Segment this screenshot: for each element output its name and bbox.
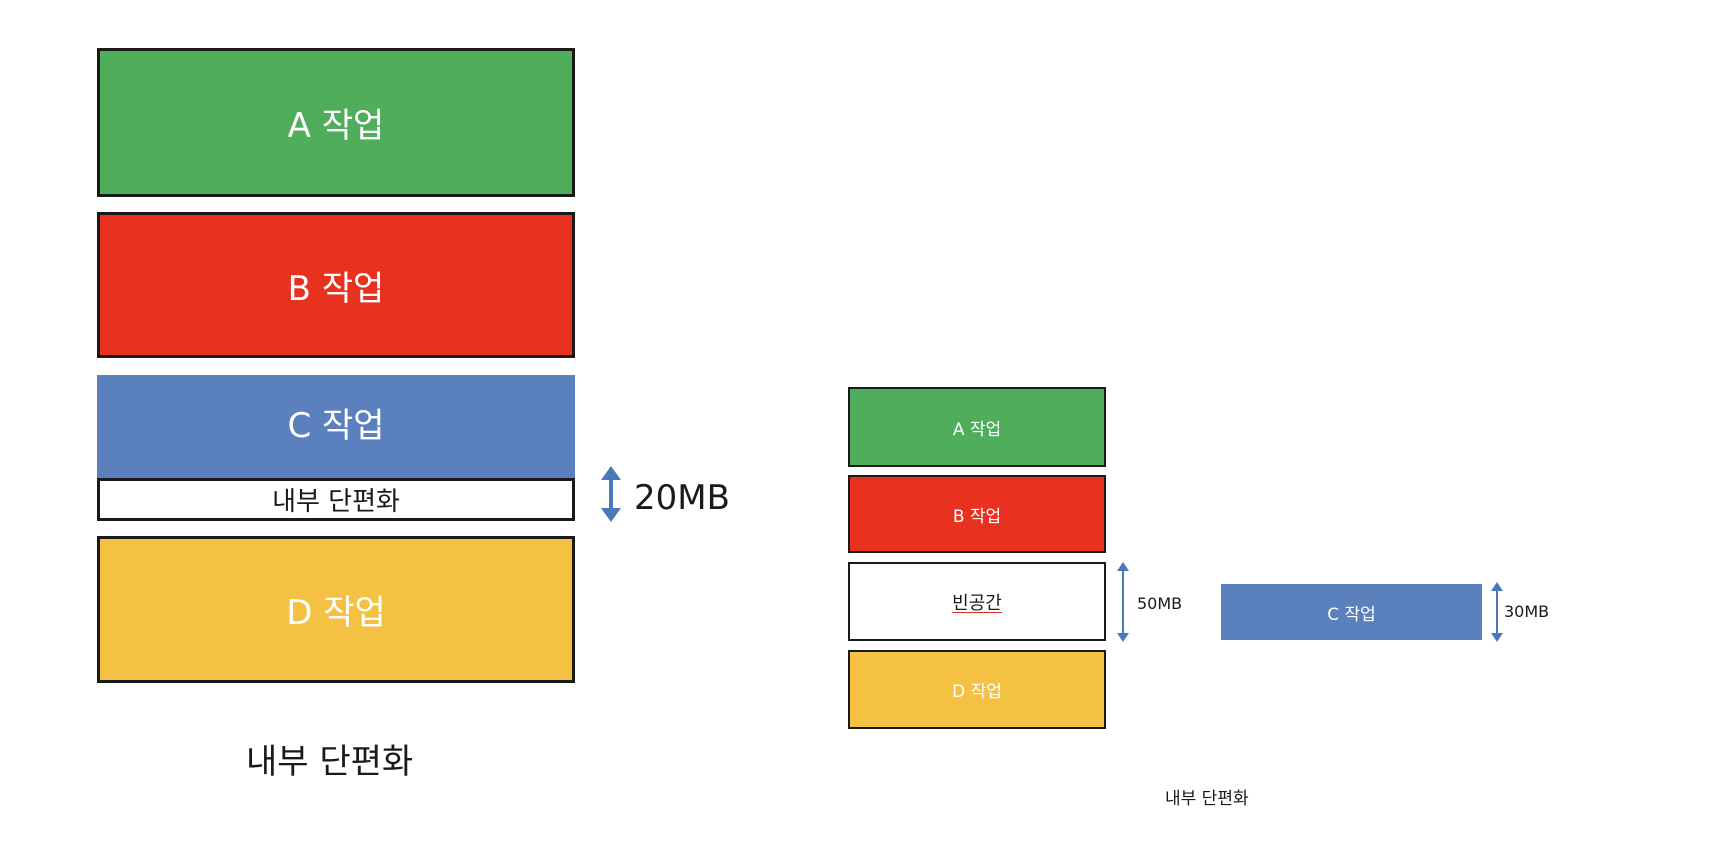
left-job-d-label: D 작업 xyxy=(286,593,386,633)
right-empty-space-label: 빈공간 xyxy=(952,592,1002,614)
right-job-b-label: B 작업 xyxy=(952,506,1002,527)
right-job-c-label: C 작업 xyxy=(1327,604,1376,625)
right-job-c-size-label: 30MB xyxy=(1504,602,1550,621)
left-internal-fragment-label: 내부 단편화 xyxy=(272,487,400,517)
left-job-c-block: C 작업 xyxy=(97,375,575,480)
right-job-a-label: A 작업 xyxy=(952,419,1002,440)
right-job-c-size-arrow-icon xyxy=(1491,582,1503,642)
left-job-a-label: A 작업 xyxy=(287,106,385,146)
left-job-a-block: A 작업 xyxy=(97,48,575,197)
right-job-b-block: B 작업 xyxy=(848,475,1106,553)
right-job-d-label: D 작업 xyxy=(952,682,1002,702)
left-job-b-label: B 작업 xyxy=(287,268,385,309)
right-empty-size-arrow-icon xyxy=(1117,562,1129,642)
left-job-d-block: D 작업 xyxy=(97,536,575,683)
left-job-c-label: C 작업 xyxy=(287,406,385,446)
left-internal-fragment-block: 내부 단편화 xyxy=(97,478,575,521)
left-fragment-size-label: 20MB xyxy=(634,478,730,518)
left-fragment-size-arrow-icon xyxy=(601,466,621,522)
right-caption: 내부 단편화 xyxy=(1165,789,1249,809)
right-empty-size-label: 50MB xyxy=(1137,594,1183,613)
right-job-a-block: A 작업 xyxy=(848,387,1106,467)
right-empty-space-block: 빈공간 xyxy=(848,562,1106,641)
right-job-c-block: C 작업 xyxy=(1221,584,1482,640)
left-caption: 내부 단편화 xyxy=(246,742,414,782)
right-job-d-block: D 작업 xyxy=(848,650,1106,729)
left-job-b-block: B 작업 xyxy=(97,212,575,358)
